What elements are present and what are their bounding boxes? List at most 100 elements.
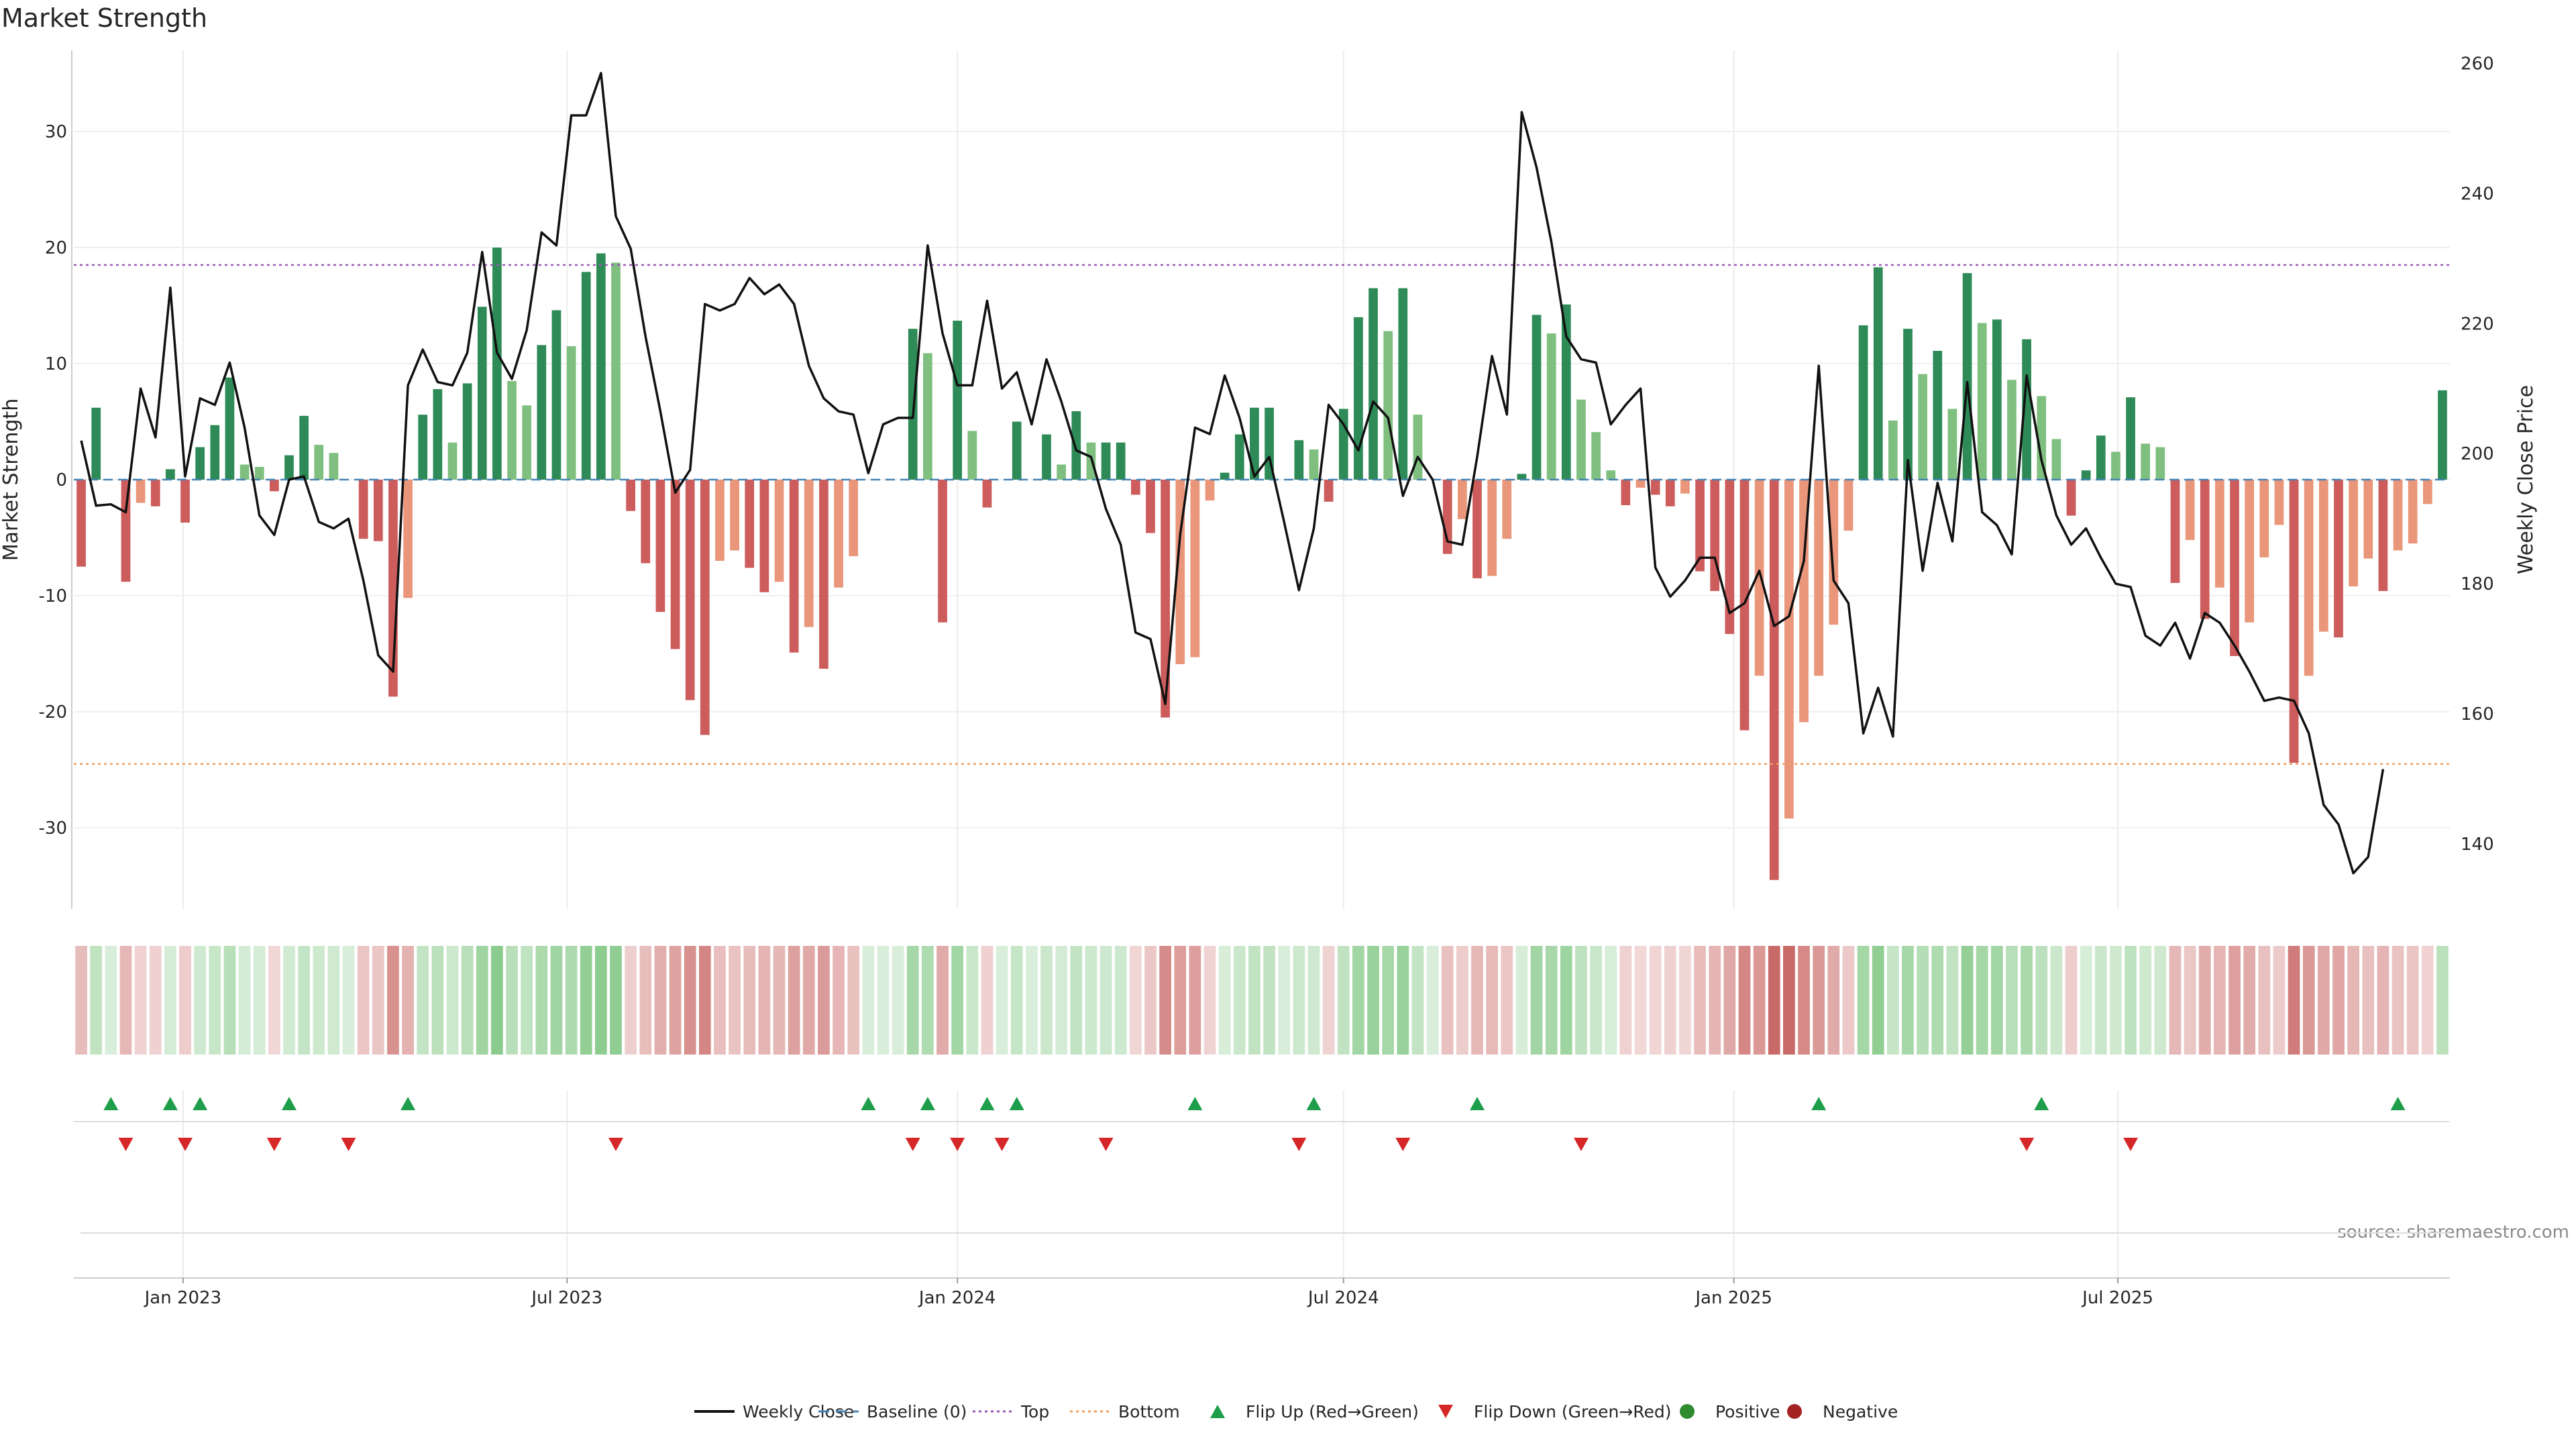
strength-bar bbox=[462, 383, 472, 480]
strength-bar bbox=[2245, 480, 2255, 623]
strength-bar bbox=[1977, 323, 1987, 480]
heatmap-cell bbox=[535, 946, 548, 1055]
heatmap-cell bbox=[372, 946, 384, 1055]
strength-bar bbox=[2111, 451, 2121, 480]
y-left-tick-label: -30 bbox=[39, 818, 67, 839]
heatmap-cell bbox=[387, 946, 399, 1055]
heatmap-cell bbox=[729, 946, 741, 1055]
strength-bar bbox=[2422, 480, 2432, 504]
legend-swatch-negative bbox=[1787, 1404, 1802, 1419]
heatmap-cell bbox=[2288, 946, 2300, 1055]
legend-item: Flip Down (Green→Red) bbox=[1438, 1402, 1672, 1421]
heatmap-cell bbox=[996, 946, 1008, 1055]
heatmap-cell bbox=[1634, 946, 1647, 1055]
strength-bar bbox=[1739, 480, 1750, 731]
heatmap-cell bbox=[1099, 946, 1112, 1055]
heatmap-cell bbox=[149, 946, 162, 1055]
strength-bar bbox=[2185, 480, 2195, 540]
heatmap-cell bbox=[1397, 946, 1409, 1055]
strength-bar bbox=[1754, 480, 1764, 676]
heatmap-cell bbox=[625, 946, 637, 1055]
strength-bar bbox=[953, 321, 963, 480]
heatmap-cell bbox=[2021, 946, 2033, 1055]
heatmap-cell bbox=[1040, 946, 1053, 1055]
strength-bar bbox=[730, 480, 739, 551]
heatmap-cell bbox=[1055, 946, 1068, 1055]
strength-bar bbox=[789, 480, 799, 653]
flip-down-marker bbox=[1395, 1138, 1411, 1151]
heatmap-cell bbox=[1352, 946, 1364, 1055]
strength-bar bbox=[2037, 396, 2047, 480]
heatmap-cell bbox=[565, 946, 578, 1055]
heatmap-cell bbox=[892, 946, 904, 1055]
heatmap-cell bbox=[1411, 946, 1424, 1055]
strength-bar bbox=[2007, 380, 2017, 480]
flip-up-marker bbox=[1469, 1097, 1485, 1110]
heatmap-cell bbox=[981, 946, 994, 1055]
heatmap-cell bbox=[698, 946, 711, 1055]
legend-swatch-flip-down bbox=[1438, 1405, 1453, 1418]
heatmap-cell bbox=[521, 946, 533, 1055]
flip-down-marker bbox=[178, 1138, 193, 1151]
heatmap-cell bbox=[2229, 946, 2241, 1055]
heatmap-cell bbox=[1426, 946, 1439, 1055]
heatmap-cell bbox=[1545, 946, 1558, 1055]
heatmap-cell bbox=[119, 946, 132, 1055]
y-right-tick-label: 160 bbox=[2461, 704, 2494, 724]
heatmap-cell bbox=[268, 946, 280, 1055]
strength-bar bbox=[745, 480, 755, 568]
strength-bar bbox=[655, 480, 665, 612]
heatmap-cell bbox=[1085, 946, 1097, 1055]
heatmap-cell bbox=[2377, 946, 2390, 1055]
strength-bar bbox=[477, 307, 487, 480]
strength-bar bbox=[1042, 434, 1051, 480]
flip-down-marker bbox=[118, 1138, 133, 1151]
strength-bar bbox=[938, 480, 947, 623]
heatmap-cell bbox=[1501, 946, 1513, 1055]
strength-bar bbox=[1309, 449, 1319, 480]
strength-bar bbox=[1635, 480, 1646, 488]
heatmap-cell bbox=[1382, 946, 1395, 1055]
heatmap-cell bbox=[922, 946, 934, 1055]
heatmap-cell bbox=[1441, 946, 1454, 1055]
heatmap-cell bbox=[1768, 946, 1780, 1055]
heatmap-cell bbox=[2198, 946, 2211, 1055]
heatmap-cell bbox=[1114, 946, 1127, 1055]
strength-bar bbox=[1829, 480, 1839, 625]
strength-bar bbox=[1116, 442, 1126, 480]
strength-bar bbox=[1992, 319, 2002, 480]
strength-bar bbox=[1888, 420, 1898, 480]
heatmap-cell bbox=[2243, 946, 2256, 1055]
flip-down-marker bbox=[1291, 1138, 1307, 1151]
strength-bar bbox=[1368, 288, 1378, 480]
strength-bar bbox=[1502, 480, 1512, 539]
heatmap-cell bbox=[847, 946, 860, 1055]
strength-bar bbox=[2230, 480, 2239, 656]
flip-up-marker bbox=[1187, 1097, 1203, 1110]
heatmap-cell bbox=[862, 946, 875, 1055]
strength-bar bbox=[1947, 409, 1957, 480]
legend-item: Negative bbox=[1787, 1402, 1898, 1421]
heatmap-cell bbox=[2317, 946, 2330, 1055]
strength-bar bbox=[566, 346, 576, 480]
strength-bar bbox=[849, 480, 859, 557]
heatmap-cell bbox=[595, 946, 607, 1055]
heatmap-cell bbox=[550, 946, 563, 1055]
heatmap-cell bbox=[1248, 946, 1260, 1055]
legend-item: Weekly Close bbox=[694, 1402, 854, 1421]
heatmap-cell bbox=[134, 946, 147, 1055]
heatmap-cell bbox=[1723, 946, 1736, 1055]
heatmap-cell bbox=[1886, 946, 1899, 1055]
strength-bar bbox=[507, 380, 517, 480]
strength-bar bbox=[1472, 480, 1482, 579]
strength-bar bbox=[1962, 273, 1972, 480]
heatmap-cell bbox=[238, 946, 251, 1055]
heatmap-cell bbox=[1144, 946, 1157, 1055]
heatmap-cell bbox=[669, 946, 682, 1055]
strength-bar bbox=[1933, 351, 1943, 480]
date-axis-panel: Jan 2023 Jul 2023 Jan 2024 Jul 2024 Jan 2025… bbox=[74, 1232, 2450, 1308]
strength-bar bbox=[447, 442, 458, 480]
strength-bar bbox=[2408, 480, 2418, 544]
strength-bar bbox=[2096, 435, 2106, 480]
x-tick-label: Jan 2024 bbox=[918, 1288, 996, 1308]
